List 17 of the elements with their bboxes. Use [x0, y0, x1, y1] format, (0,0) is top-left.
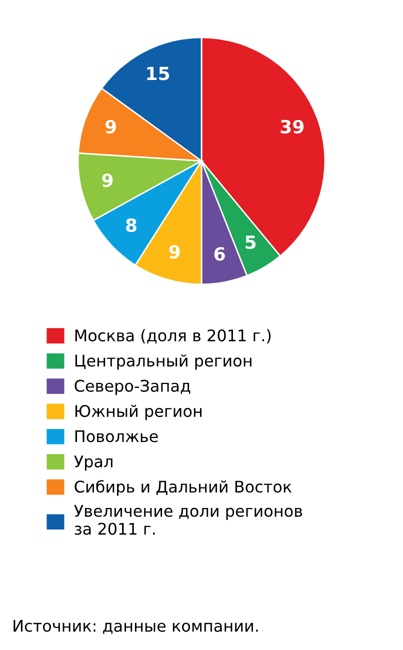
data-label: 6 — [214, 247, 225, 261]
legend-label: Центральный регион — [75, 354, 252, 370]
legend-label: Увеличение доли регионов за 2011 г. — [74, 505, 302, 535]
data-label: 5 — [246, 236, 256, 250]
text: Источник: данные компании. — [14, 620, 258, 634]
data-label: 15 — [147, 66, 170, 80]
legend-label: Северо-Запад — [74, 380, 190, 395]
legend-label: Урал — [74, 456, 112, 471]
data-label: 9 — [169, 244, 180, 259]
data-label: 9 — [106, 120, 116, 134]
legend-label: Москва (доля в 2011 г.) — [75, 329, 271, 344]
data-label: 8 — [126, 218, 136, 232]
legend-label: Поволжье — [75, 430, 158, 442]
legend-label: Сибирь и Дальний Восток — [74, 480, 292, 496]
data-label: 9 — [102, 173, 113, 188]
legend-label: Южный регион — [75, 404, 202, 420]
data-label: 39 — [280, 120, 304, 134]
